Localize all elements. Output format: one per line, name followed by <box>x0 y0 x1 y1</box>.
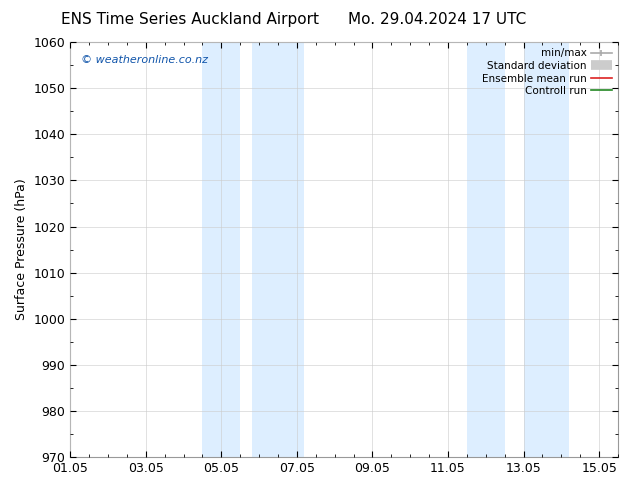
Bar <box>524 42 569 457</box>
Bar <box>467 42 505 457</box>
Bar <box>202 42 240 457</box>
Text: © weatheronline.co.nz: © weatheronline.co.nz <box>81 54 208 65</box>
Y-axis label: Surface Pressure (hPa): Surface Pressure (hPa) <box>15 179 28 320</box>
Text: Mo. 29.04.2024 17 UTC: Mo. 29.04.2024 17 UTC <box>348 12 527 27</box>
Legend: min/max, Standard deviation, Ensemble mean run, Controll run: min/max, Standard deviation, Ensemble me… <box>478 44 616 100</box>
Text: ENS Time Series Auckland Airport: ENS Time Series Auckland Airport <box>61 12 319 27</box>
Bar <box>252 42 304 457</box>
